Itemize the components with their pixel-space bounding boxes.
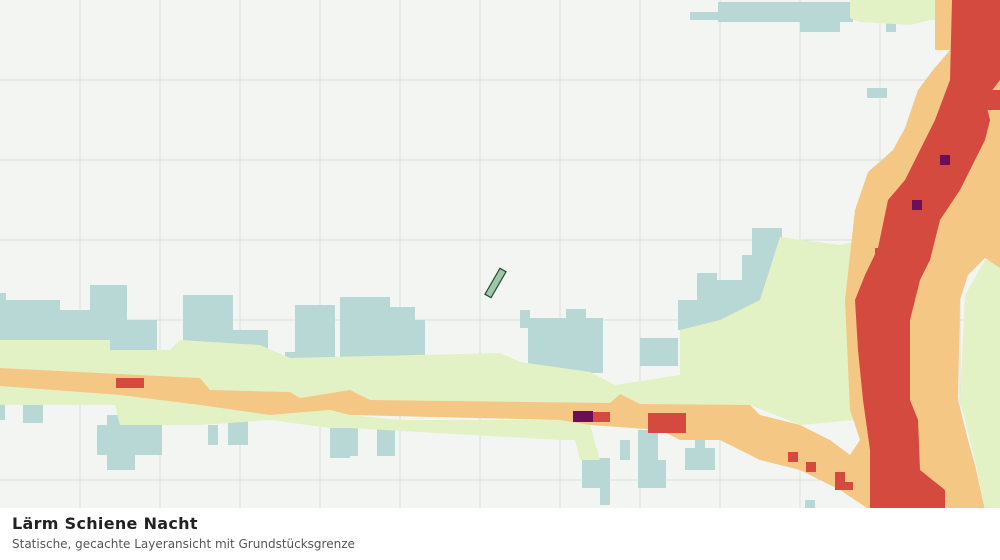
building-zone [60, 310, 90, 340]
building-zone [867, 88, 887, 98]
building-zone [377, 428, 395, 456]
noise-peak [940, 155, 950, 165]
noise-patch [940, 130, 950, 140]
building-zone [805, 500, 815, 508]
building-zone [886, 22, 896, 32]
noise-patch [788, 452, 798, 462]
noise-patch [116, 378, 144, 388]
building-zone [520, 310, 530, 328]
noise-zone-light-right [960, 260, 1000, 510]
map-title: Lärm Schiene Nacht [12, 514, 198, 533]
building-zone [117, 340, 127, 358]
noise-patch [648, 413, 686, 433]
building-zone [415, 320, 425, 360]
noise-zone-light [0, 237, 860, 425]
building-zone [97, 425, 162, 455]
building-zone [685, 448, 715, 470]
noise-peak [573, 411, 593, 422]
building-zone [582, 458, 610, 488]
noise-zone-high-patches [116, 90, 1000, 490]
building-zone [0, 395, 5, 420]
building-zone [330, 450, 350, 458]
building-zone [620, 440, 630, 460]
noise-patch [950, 90, 970, 110]
noise-patch [980, 90, 1000, 110]
building-zone [23, 405, 43, 423]
building-zone [718, 2, 853, 22]
building-zone [295, 305, 335, 360]
noise-patch [835, 472, 845, 490]
noise-zone-very-high [573, 155, 950, 422]
building-zone [285, 352, 300, 362]
building-zone [658, 460, 666, 488]
noise-zone-light-lower [0, 386, 600, 460]
noise-patch [806, 462, 816, 472]
building-zone [640, 338, 678, 366]
building-zone [208, 425, 218, 445]
noise-zone-medium-top [935, 0, 952, 50]
map-subtitle: Statische, gecachte Layeransicht mit Gru… [12, 537, 355, 551]
building-zone [145, 340, 155, 358]
building-zone [528, 318, 603, 373]
building-zone [228, 418, 248, 445]
building-zone [0, 300, 60, 340]
building-zone [115, 455, 135, 470]
noise-patch [875, 248, 895, 268]
building-zone [566, 309, 586, 324]
parcel-boundary [484, 267, 507, 299]
building-zone [90, 285, 127, 350]
building-zone [678, 300, 700, 330]
noise-patch [843, 482, 853, 490]
noise-zone-light-top [850, 0, 950, 25]
building-zone [600, 485, 610, 505]
noise-peak [912, 200, 922, 210]
building-zone [638, 430, 658, 488]
caption: Lärm Schiene Nacht Statische, gecachte L… [0, 508, 1000, 560]
noise-zone-high [855, 0, 1000, 510]
building-zone [695, 440, 705, 450]
noise-patch [592, 412, 610, 422]
building-zone [800, 20, 840, 32]
building-zone [0, 293, 6, 303]
building-zone [690, 12, 720, 20]
